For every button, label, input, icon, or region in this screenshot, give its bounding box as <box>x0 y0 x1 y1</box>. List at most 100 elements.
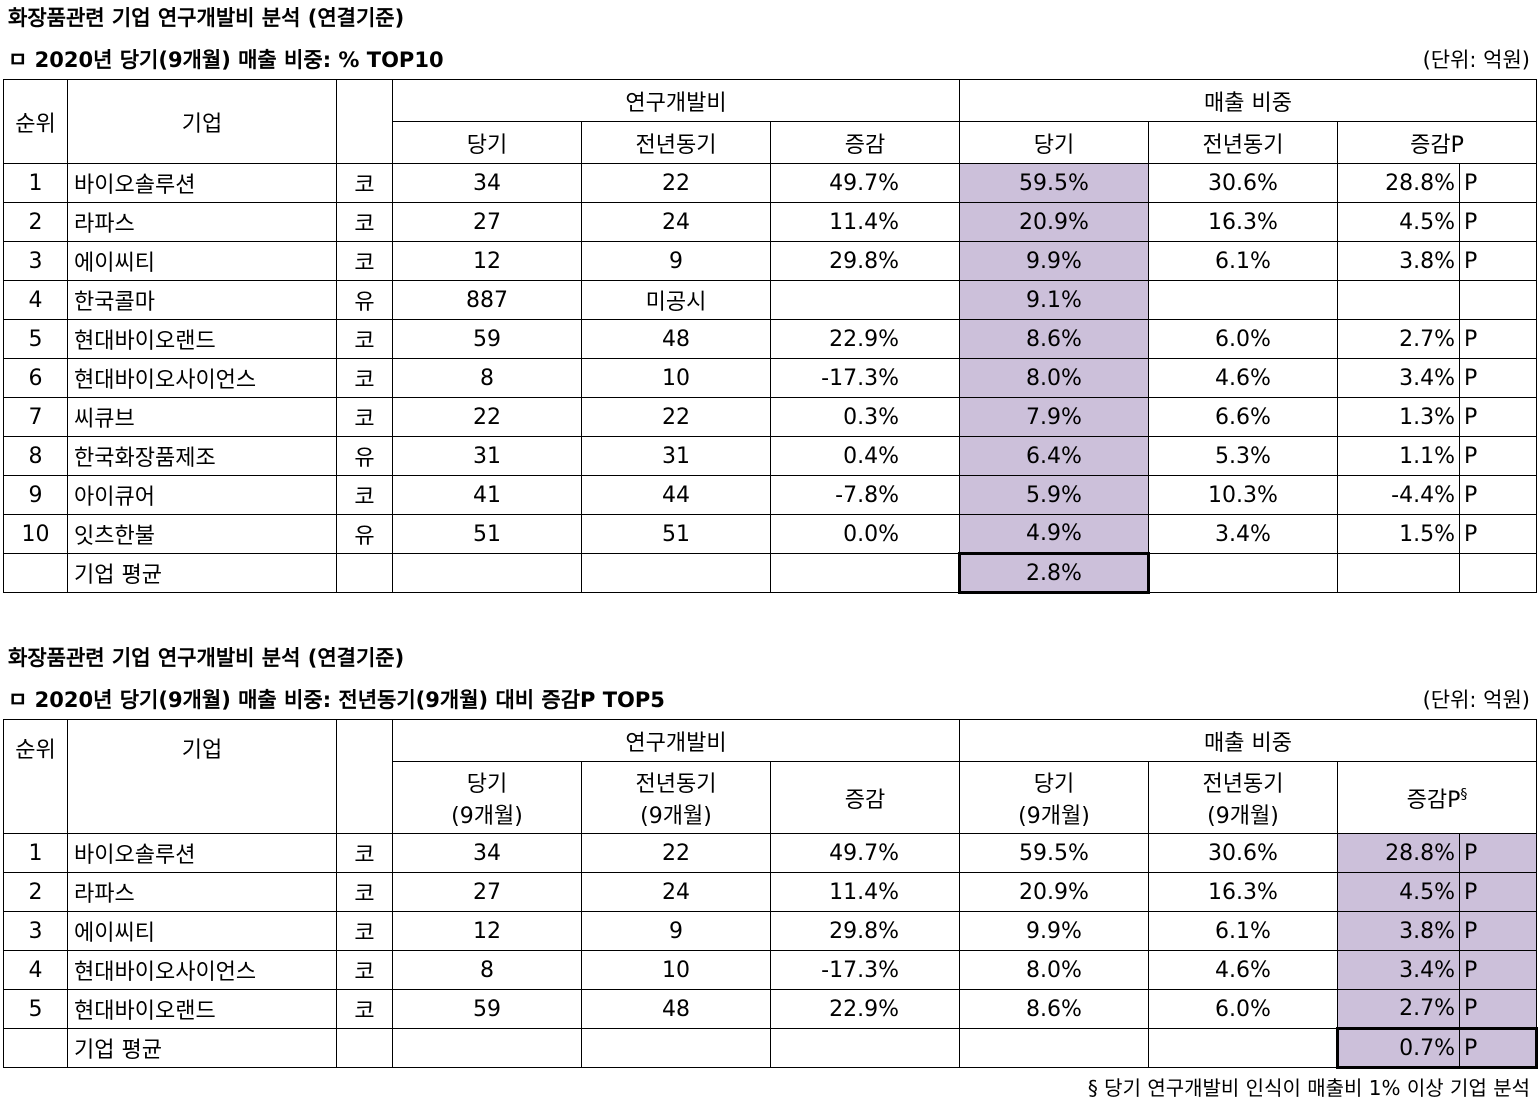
header-ratio-change: 증감P <box>1337 121 1537 164</box>
table2: 순위 기업 연구개발비 매출 비중 당기 (9개월) 전년동기 (9개월) 증감… <box>3 719 1538 1069</box>
header-rd-previous-period: (9개월) <box>640 803 712 829</box>
market-cell: 코 <box>336 163 393 203</box>
rd-change-cell: 0.3% <box>770 397 960 437</box>
header-ratio-change-label: 증감P <box>1406 787 1461 813</box>
rd-current-cell: 59 <box>392 989 582 1029</box>
rd-previous-cell: 24 <box>581 202 771 242</box>
market-cell: 유 <box>336 280 393 320</box>
rd-change-cell: 0.4% <box>770 436 960 476</box>
header-rd-current-period: (9개월) <box>451 803 523 829</box>
rd-previous-cell: 22 <box>581 833 771 873</box>
header-market <box>336 79 393 164</box>
rd-current-cell: 34 <box>392 833 582 873</box>
ratio-change-cell: 1.3% <box>1337 397 1460 437</box>
rd-previous-cell: 22 <box>581 397 771 437</box>
rd-current-cell: 12 <box>392 911 582 951</box>
ratio-previous-cell: 6.6% <box>1148 397 1338 437</box>
ratio-change-unit-cell: P <box>1459 319 1537 359</box>
header-rd-group: 연구개발비 <box>392 79 960 122</box>
table-row: 3 에이씨티 코 12 9 29.8% 9.9% 6.1% 3.8% P <box>3 241 1537 281</box>
avg-ratio-change: 0.7% <box>1336 1027 1460 1069</box>
header-ratio-group: 매출 비중 <box>959 719 1537 762</box>
market-cell: 코 <box>336 475 393 515</box>
table-row: 5 현대바이오랜드 코 59 48 22.9% 8.6% 6.0% 2.7% P <box>3 989 1537 1029</box>
ratio-previous-cell: 16.3% <box>1148 202 1338 242</box>
ratio-current-cell: 8.6% <box>959 319 1149 359</box>
table-row: 6 현대바이오사이언스 코 8 10 -17.3% 8.0% 4.6% 3.4% P <box>3 358 1537 398</box>
ratio-previous-cell: 30.6% <box>1148 163 1338 203</box>
company-cell: 씨큐브 <box>67 397 337 437</box>
header-ratio-current: 당기 <box>959 121 1149 164</box>
company-cell: 한국화장품제조 <box>67 436 337 476</box>
market-cell: 코 <box>336 202 393 242</box>
avg-rank <box>3 553 68 593</box>
rd-current-cell: 8 <box>392 950 582 990</box>
ratio-previous-cell: 5.3% <box>1148 436 1338 476</box>
avg-label: 기업 평균 <box>67 1028 337 1068</box>
header-rd-group: 연구개발비 <box>392 719 960 762</box>
table-row: 1 바이오솔루션 코 34 22 49.7% 59.5% 30.6% 28.8% P <box>3 833 1537 873</box>
rd-change-cell: 29.8% <box>770 911 960 951</box>
ratio-change-cell: 1.1% <box>1337 436 1460 476</box>
ratio-previous-cell <box>1148 280 1338 320</box>
header-ratio-previous: 전년동기 (9개월) <box>1148 761 1338 834</box>
market-cell: 코 <box>336 872 393 912</box>
rd-previous-cell: 10 <box>581 950 771 990</box>
ratio-current-cell: 59.5% <box>959 833 1149 873</box>
ratio-current-cell: 7.9% <box>959 397 1149 437</box>
header-rank: 순위 <box>3 79 68 164</box>
rd-current-cell: 27 <box>392 872 582 912</box>
header-ratio-current-period: (9개월) <box>1018 803 1090 829</box>
ratio-previous-cell: 4.6% <box>1148 358 1338 398</box>
table2-title: 화장품관련 기업 연구개발비 분석 (연결기준) <box>8 646 405 670</box>
header-rd-change: 증감 <box>770 121 960 164</box>
rank-cell: 3 <box>3 911 68 951</box>
header-ratio-current-label: 당기 <box>1033 771 1075 797</box>
ratio-current-cell: 20.9% <box>959 202 1149 242</box>
rank-cell: 2 <box>3 202 68 242</box>
header-ratio-previous: 전년동기 <box>1148 121 1338 164</box>
market-cell: 코 <box>336 989 393 1029</box>
rd-current-cell: 31 <box>392 436 582 476</box>
ratio-change-unit-cell: P <box>1459 989 1537 1029</box>
ratio-change-unit-cell: P <box>1459 436 1537 476</box>
ratio-change-unit-cell: P <box>1459 397 1537 437</box>
ratio-previous-cell: 4.6% <box>1148 950 1338 990</box>
company-cell: 라파스 <box>67 872 337 912</box>
ratio-previous-cell: 16.3% <box>1148 872 1338 912</box>
header-ratio-current: 당기 (9개월) <box>959 761 1149 834</box>
market-cell: 코 <box>336 950 393 990</box>
avg-ratio-change-unit: P <box>1459 1027 1538 1069</box>
ratio-previous-cell: 10.3% <box>1148 475 1338 515</box>
table-row: 4 현대바이오사이언스 코 8 10 -17.3% 8.0% 4.6% 3.4% P <box>3 950 1537 990</box>
rank-cell: 8 <box>3 436 68 476</box>
ratio-change-cell: 3.8% <box>1337 241 1460 281</box>
company-cell: 에이씨티 <box>67 241 337 281</box>
rank-cell: 4 <box>3 280 68 320</box>
avg-ratio-current: 2.8% <box>958 552 1150 594</box>
ratio-current-cell: 9.9% <box>959 911 1149 951</box>
ratio-change-unit-cell: P <box>1459 202 1537 242</box>
table-row: 7 씨큐브 코 22 22 0.3% 7.9% 6.6% 1.3% P <box>3 397 1537 437</box>
rd-current-cell: 12 <box>392 241 582 281</box>
ratio-current-cell: 8.0% <box>959 950 1149 990</box>
rank-cell: 7 <box>3 397 68 437</box>
header-rd-current: 당기 <box>392 121 582 164</box>
ratio-change-cell: 28.8% <box>1337 833 1460 873</box>
table-row: 8 한국화장품제조 유 31 31 0.4% 6.4% 5.3% 1.1% P <box>3 436 1537 476</box>
table2-unit-note: (단위: 억원) <box>1422 688 1530 712</box>
company-cell: 바이오솔루션 <box>67 163 337 203</box>
avg-label: 기업 평균 <box>67 553 337 593</box>
company-cell: 현대바이오사이언스 <box>67 950 337 990</box>
rd-previous-cell: 10 <box>581 358 771 398</box>
rd-current-cell: 34 <box>392 163 582 203</box>
ratio-previous-cell: 6.0% <box>1148 319 1338 359</box>
rd-previous-cell: 24 <box>581 872 771 912</box>
ratio-current-cell: 4.9% <box>959 514 1149 554</box>
company-cell: 에이씨티 <box>67 911 337 951</box>
header-ratio-previous-label: 전년동기 <box>1202 771 1284 797</box>
ratio-previous-cell: 6.1% <box>1148 241 1338 281</box>
market-cell: 코 <box>336 911 393 951</box>
rd-change-cell: -17.3% <box>770 358 960 398</box>
rd-change-cell <box>770 280 960 320</box>
